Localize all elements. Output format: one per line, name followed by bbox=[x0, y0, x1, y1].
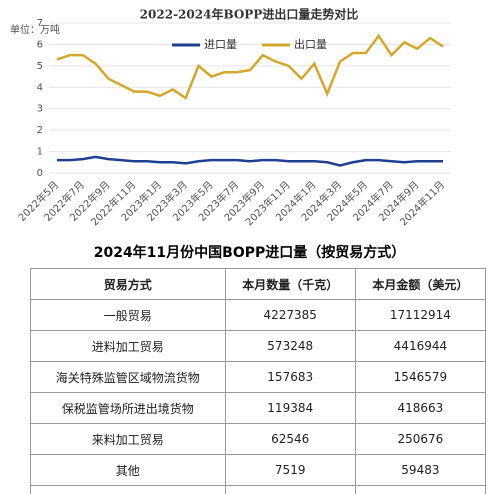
header-cell: 本月金额（美元） bbox=[354, 268, 487, 300]
table-cell: 418663 bbox=[354, 392, 487, 424]
header-row: 贸易方式 本月数量（千克） 本月金额（美元） bbox=[30, 268, 487, 300]
table-row: 海关特殊监管区域进口设备111343 bbox=[30, 485, 487, 494]
legend-label: 出口量 bbox=[294, 37, 327, 51]
unit-label: 单位：万吨 bbox=[10, 23, 60, 36]
table-row: 其他 7519 59483 bbox=[30, 454, 487, 486]
table-cell: 250676 bbox=[354, 423, 487, 455]
legend-label: 进口量 bbox=[204, 38, 237, 51]
table-row: 一般贸易 4227385 17112914 bbox=[30, 299, 487, 331]
y-tick-label: 1 bbox=[37, 147, 43, 158]
y-tick-label: 4 bbox=[37, 82, 43, 93]
table-cell: 其他 bbox=[30, 454, 226, 486]
chart-title: 2022-2024年BOPP进出口量走势对比 bbox=[140, 7, 359, 22]
table-cell: 进料加工贸易 bbox=[30, 330, 226, 362]
table-cell: 157683 bbox=[224, 361, 356, 393]
y-tick-label: 5 bbox=[37, 61, 43, 72]
series-line bbox=[56, 33, 444, 100]
y-tick-label: 2 bbox=[37, 125, 43, 136]
table-row: 保税监管场所进出境货物 119384 418663 bbox=[30, 392, 487, 424]
header-cell: 贸易方式 bbox=[30, 268, 226, 300]
table-cell: 119384 bbox=[224, 392, 356, 424]
series-line bbox=[57, 155, 443, 167]
table-cell: 来料加工贸易 bbox=[30, 423, 226, 455]
chart: 2022-2024年BOPP进出口量走势对比 单位：万吨 01234567202… bbox=[10, 7, 451, 228]
table-cell: 4416944 bbox=[354, 330, 487, 362]
table-cell: 59483 bbox=[354, 454, 487, 486]
table-cell: 海关特殊监管区域物流货物 bbox=[30, 361, 226, 393]
y-tick-label: 3 bbox=[37, 104, 43, 115]
table-row: 海关特殊监管区域物流货物 157683 1546579 bbox=[30, 361, 487, 393]
data-table: 贸易方式 本月数量（千克） 本月金额（美元） 一般贸易 4227385 17112914 进… bbox=[30, 268, 487, 494]
table-row: 来料加工贸易 62546 250676 bbox=[30, 423, 487, 455]
y-tick-label: 7 bbox=[37, 18, 43, 29]
table-row: 进料加工贸易 573248 4416944 bbox=[30, 330, 487, 362]
table-cell: 海关特殊监管区域进口设备 bbox=[30, 485, 226, 494]
table-cell: 1343 bbox=[354, 485, 487, 494]
y-tick-label: 0 bbox=[37, 168, 43, 179]
table-title: 2024年11月份中国BOPP进口量（按贸易方式） bbox=[93, 245, 406, 261]
table-cell: 17112914 bbox=[354, 299, 487, 331]
table-cell: 一般贸易 bbox=[30, 299, 226, 331]
table-cell: 11 bbox=[224, 485, 356, 494]
table-cell: 573248 bbox=[224, 330, 356, 362]
header-cell: 本月数量（千克） bbox=[224, 268, 356, 300]
table-cell: 7519 bbox=[224, 454, 356, 486]
table-cell: 保税监管场所进出境货物 bbox=[30, 392, 226, 424]
table-cell: 62546 bbox=[224, 423, 356, 455]
table-cell: 4227385 bbox=[224, 299, 356, 331]
table-cell: 1546579 bbox=[354, 361, 487, 393]
y-tick-label: 6 bbox=[37, 39, 43, 50]
